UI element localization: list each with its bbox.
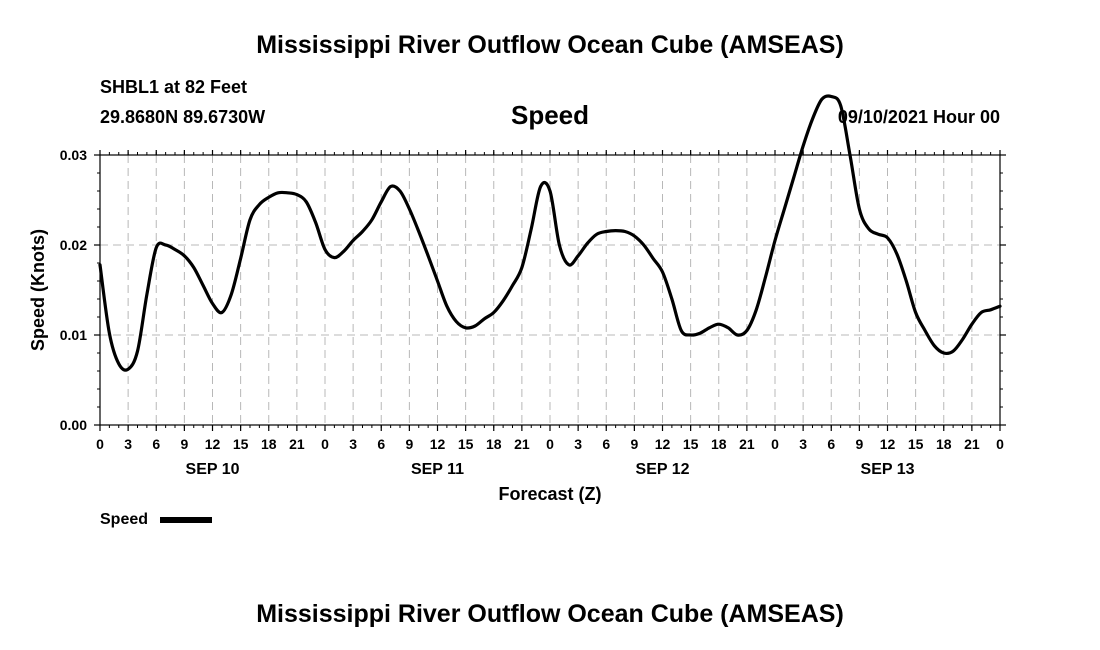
- y-tick-label: 0.01: [60, 327, 87, 343]
- x-tick-label: 15: [908, 436, 924, 452]
- x-tick-label: 6: [152, 436, 160, 452]
- series-layer: [98, 94, 1002, 372]
- y-axis: 0.00 0.01 0.02 0.03: [60, 147, 1006, 433]
- x-tick-label: 18: [486, 436, 502, 452]
- location-label: 29.8680N 89.6730W: [100, 107, 266, 127]
- x-tick-label: 6: [377, 436, 385, 452]
- x-tick-label: 18: [261, 436, 277, 452]
- x-tick-label: 3: [799, 436, 807, 452]
- x-tick-label: 3: [349, 436, 357, 452]
- x-tick-label: 12: [205, 436, 221, 452]
- x-tick-label: 0: [96, 436, 104, 452]
- chart-title: Speed: [510, 100, 590, 130]
- x-tick-label: 9: [405, 436, 413, 452]
- speed-series-line: [98, 94, 1002, 372]
- legend-swatch: [160, 517, 212, 523]
- x-tick-label: 21: [964, 436, 980, 452]
- x-tick-label: 18: [711, 436, 727, 452]
- y-axis-label: Speed (Knots): [28, 229, 48, 351]
- x-tick-label: 9: [855, 436, 863, 452]
- station-label: SHBL1 at 82 Feet: [100, 77, 248, 97]
- x-tick-label: 12: [880, 436, 896, 452]
- y-tick-label: 0.02: [60, 237, 87, 253]
- day-label: SEP 11: [411, 461, 464, 478]
- x-tick-label: 6: [827, 436, 835, 452]
- x-tick-label: 12: [655, 436, 671, 452]
- x-tick-label: 21: [739, 436, 755, 452]
- day-label: SEP 10: [186, 461, 240, 478]
- x-tick-label: 0: [996, 436, 1004, 452]
- day-label: SEP 13: [861, 461, 915, 478]
- y-tick-label: 0.03: [60, 147, 87, 163]
- legend: Speed: [100, 511, 212, 528]
- x-tick-label: 3: [574, 436, 582, 452]
- x-tick-label: 21: [514, 436, 530, 452]
- x-tick-label: 0: [771, 436, 779, 452]
- x-tick-label: 12: [430, 436, 446, 452]
- x-tick-label: 3: [124, 436, 132, 452]
- x-axis-label: Forecast (Z): [498, 484, 601, 504]
- y-tick-label: 0.00: [60, 417, 87, 433]
- x-tick-label: 0: [321, 436, 329, 452]
- main-title-bottom: Mississippi River Outflow Ocean Cube (AM…: [256, 600, 844, 628]
- datetime-label: 09/10/2021 Hour 00: [837, 107, 1000, 127]
- x-tick-label: 0: [546, 436, 554, 452]
- x-tick-label: 15: [683, 436, 699, 452]
- day-label: SEP 12: [636, 461, 690, 478]
- x-tick-label: 15: [458, 436, 474, 452]
- main-title-top: Mississippi River Outflow Ocean Cube (AM…: [256, 31, 844, 59]
- x-axis: 0 3 6 9 12 15 18 21 0 3 6 9 12 15 18 21 0 3 6 9 12 15 18 21 0 3 6 9…: [96, 150, 1004, 478]
- x-tick-label: 21: [289, 436, 305, 452]
- x-tick-label: 15: [233, 436, 249, 452]
- x-tick-label: 9: [180, 436, 188, 452]
- x-tick-label: 9: [630, 436, 638, 452]
- legend-label: Speed: [100, 511, 148, 528]
- x-tick-label: 18: [936, 436, 952, 452]
- x-tick-label: 6: [602, 436, 610, 452]
